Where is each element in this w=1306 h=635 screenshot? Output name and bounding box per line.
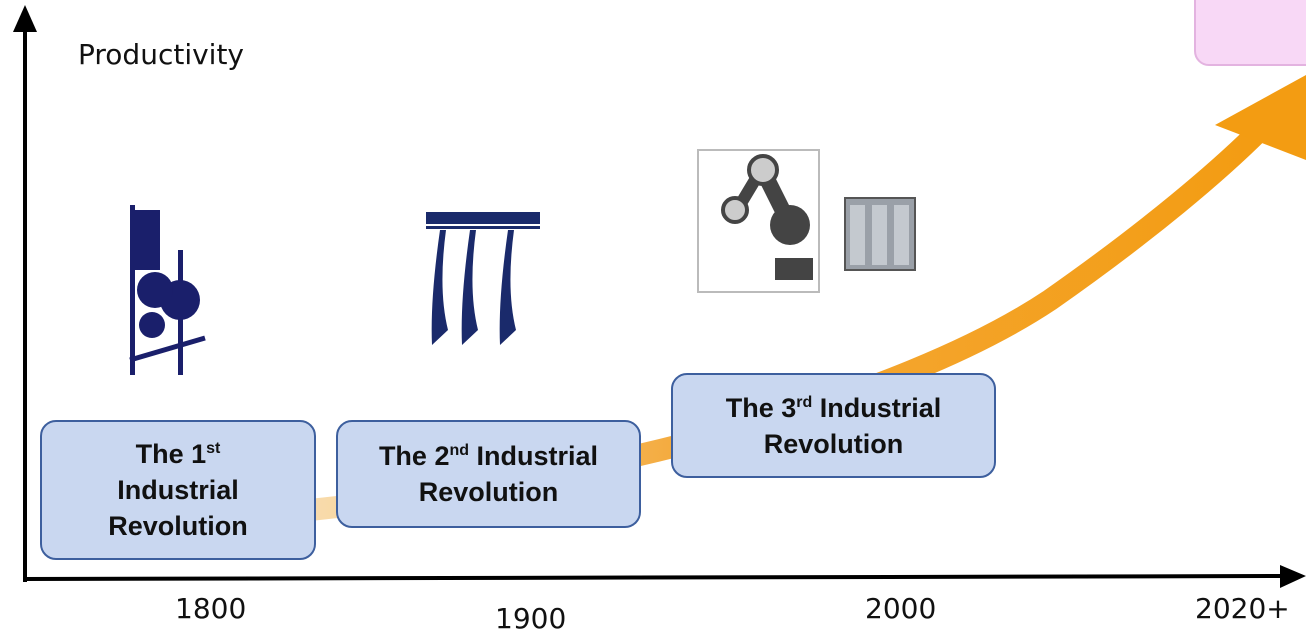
stage-superscript: nd [449, 442, 469, 459]
x-label: 2020+ [1195, 592, 1290, 625]
future-box [1195, 0, 1306, 65]
robot-icon [698, 150, 819, 292]
x-label: 2000 [865, 592, 936, 625]
loom-icon [130, 205, 205, 375]
y-axis-head [13, 5, 37, 32]
stage-suffix: Industrial Revolution [108, 475, 248, 541]
plc-icon [845, 198, 915, 270]
page: Productivity 1800 1900 2000 2020+ The 1s… [0, 0, 1306, 630]
y-axis-label: Productivity [78, 38, 244, 71]
stage-superscript: st [206, 440, 220, 457]
stage-prefix: The 3 [726, 393, 797, 423]
conveyor-icon [426, 212, 540, 345]
x-label: 1800 [175, 592, 246, 625]
x-axis [23, 576, 1290, 579]
stage-prefix: The 1 [136, 439, 207, 469]
stage-box: The 3rd Industrial Revolution [671, 373, 996, 478]
stage-superscript: rd [796, 394, 812, 411]
stage-box: The 2nd Industrial Revolution [336, 420, 641, 528]
stage-box: The 1st Industrial Revolution [40, 420, 316, 560]
x-label: 1900 [495, 602, 566, 635]
x-axis-head [1280, 565, 1306, 588]
stage-prefix: The 2 [379, 441, 450, 471]
